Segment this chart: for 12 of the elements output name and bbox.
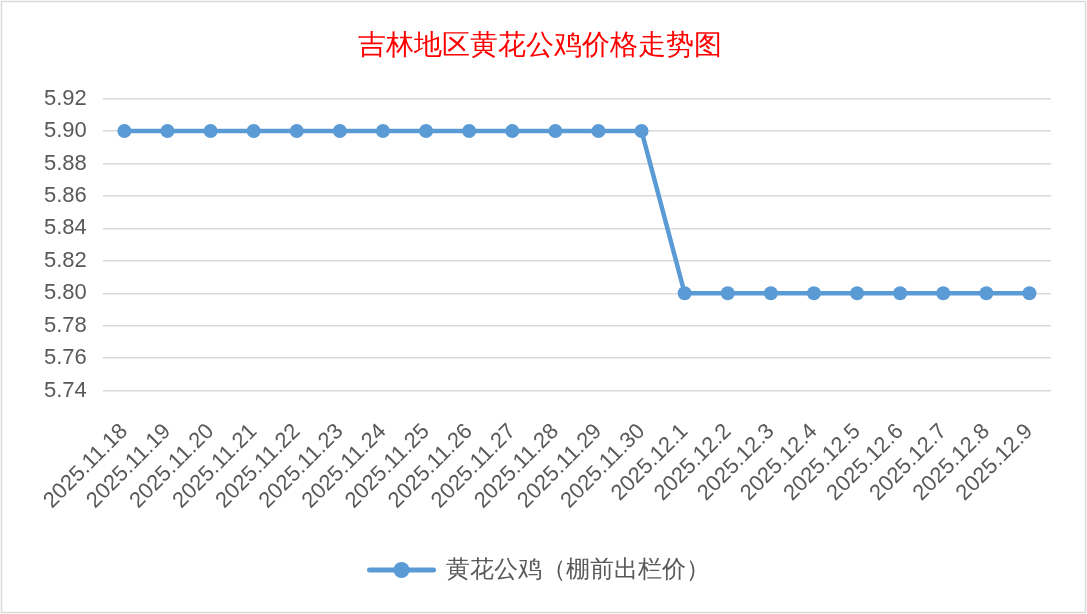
y-tick-label: 5.84 [43,214,87,240]
y-tick-label: 5.78 [43,311,87,337]
chart-title: 吉林地区黄花公鸡价格走势图 [357,29,722,61]
y-tick-label: 5.88 [43,149,87,175]
y-tick-label: 5.90 [43,117,87,143]
y-tick-label: 5.74 [43,376,87,402]
y-tick-label: 5.82 [43,246,87,272]
y-tick-label: 5.76 [43,344,87,370]
y-tick-label: 5.86 [43,182,87,208]
y-tick-label: 5.92 [43,84,87,110]
legend-label: 黄花公鸡（棚前出栏价） [445,554,710,582]
y-tick-label: 5.80 [43,279,87,305]
